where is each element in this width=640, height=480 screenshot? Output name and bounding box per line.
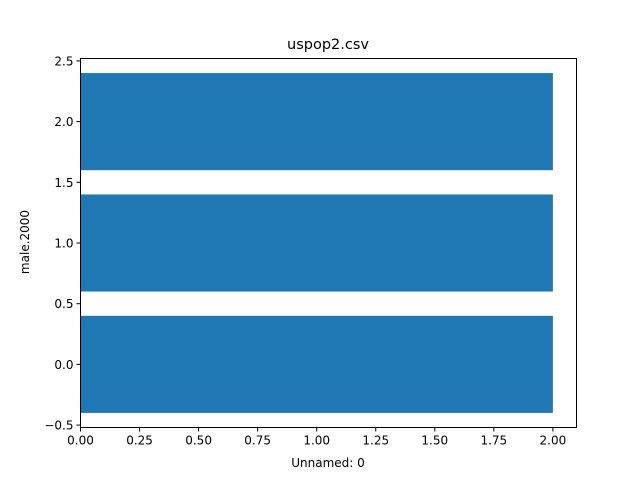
x-tick-label: 1.50	[421, 434, 448, 448]
bar-2	[80, 73, 553, 171]
bars-group	[80, 73, 553, 413]
y-ticks-group: −0.5 0.0 0.5 1.0 1.5 2.0 2.5	[44, 54, 81, 433]
x-tick-label: 0.75	[244, 434, 271, 448]
y-tick-label: −0.5	[44, 419, 73, 433]
y-tick-label: 1.5	[54, 176, 73, 190]
x-ticks-group: 0.00 0.25 0.50 0.75 1.00 1.25 1.50 1.75 2.00	[67, 427, 567, 448]
bar-1	[80, 194, 553, 292]
chart-title: uspop2.csv	[287, 37, 369, 53]
y-tick-label: 0.5	[54, 297, 73, 311]
x-tick-label: 0.50	[185, 434, 212, 448]
y-tick-label: 2.0	[54, 115, 73, 129]
x-tick-label: 1.75	[480, 434, 507, 448]
x-tick-label: 0.00	[67, 434, 94, 448]
x-tick-label: 2.00	[540, 434, 567, 448]
x-tick-label: 1.25	[362, 434, 389, 448]
y-tick-label: 2.5	[54, 54, 73, 68]
x-tick-label: 1.00	[303, 434, 330, 448]
bar-0	[80, 315, 553, 413]
plot-frame	[80, 58, 577, 428]
x-axis-label: Unnamed: 0	[291, 456, 365, 470]
y-tick-label: 1.0	[54, 237, 73, 251]
y-axis-label: male.2000	[18, 210, 32, 274]
y-tick-label: 0.0	[54, 358, 73, 372]
x-tick-label: 0.25	[126, 434, 153, 448]
